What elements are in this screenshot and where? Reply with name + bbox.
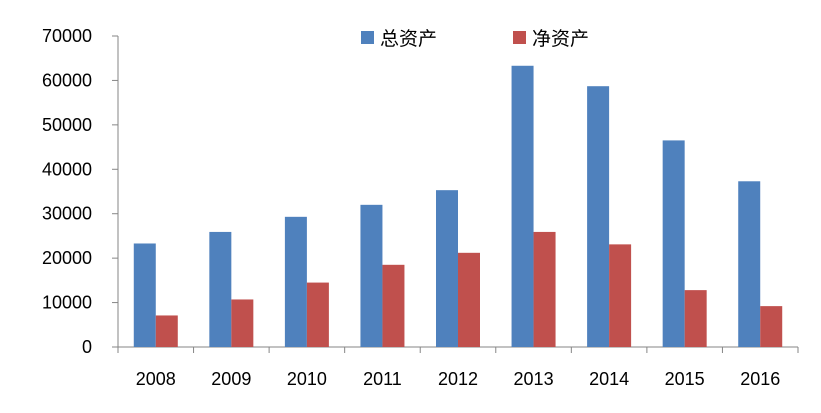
legend-label-total-assets: 总资产	[380, 28, 437, 50]
tick-labels: 0 10000 20000 30000 40000 50000 60000 70000 2008…	[42, 26, 780, 389]
x-tick-label: 2014	[589, 369, 629, 389]
bar-net-assets-2012	[458, 252, 480, 347]
legend-swatch-net-assets	[513, 31, 526, 44]
y-tick-label: 10000	[42, 293, 92, 313]
x-tick-label: 2015	[665, 369, 705, 389]
y-tick-label: 0	[82, 337, 92, 357]
y-tick-label: 20000	[42, 248, 92, 268]
bar-total-assets-2016	[738, 181, 761, 347]
bar-net-assets-2013	[533, 231, 556, 347]
y-tick-label: 60000	[42, 70, 92, 90]
bar-total-assets-2010	[284, 216, 307, 347]
legend-label-net-assets: 净资产	[532, 28, 589, 50]
bar-total-assets-2015	[662, 140, 685, 347]
bar-net-assets-2011	[382, 264, 405, 347]
x-tick-label: 2013	[514, 369, 554, 389]
legend: 总资产 净资产	[361, 28, 589, 50]
bar-net-assets-2015	[684, 290, 707, 347]
x-tick-label: 2009	[211, 369, 251, 389]
bars	[133, 65, 783, 347]
bar-net-assets-2010	[306, 282, 329, 347]
bar-total-assets-2012	[436, 190, 458, 347]
y-tick-label: 40000	[42, 159, 92, 179]
y-tick-label: 50000	[42, 115, 92, 135]
bar-total-assets-2008	[133, 243, 156, 347]
bar-total-assets-2014	[587, 86, 610, 347]
bar-net-assets-2016	[760, 306, 783, 347]
x-tick-label: 2012	[438, 369, 478, 389]
bar-total-assets-2011	[360, 204, 383, 347]
bar-total-assets-2013	[511, 65, 534, 347]
bar-net-assets-2014	[609, 244, 632, 347]
bar-total-assets-2009	[209, 231, 232, 347]
x-tick-label: 2010	[287, 369, 327, 389]
legend-swatch-total-assets	[361, 31, 374, 44]
x-tick-label: 2011	[363, 369, 402, 389]
y-tick-label: 70000	[42, 26, 92, 46]
x-tick-label: 2016	[740, 369, 780, 389]
y-tick-label: 30000	[42, 204, 92, 224]
x-tick-label: 2008	[136, 369, 176, 389]
bar-net-assets-2009	[231, 299, 254, 347]
bar-net-assets-2008	[155, 315, 178, 347]
